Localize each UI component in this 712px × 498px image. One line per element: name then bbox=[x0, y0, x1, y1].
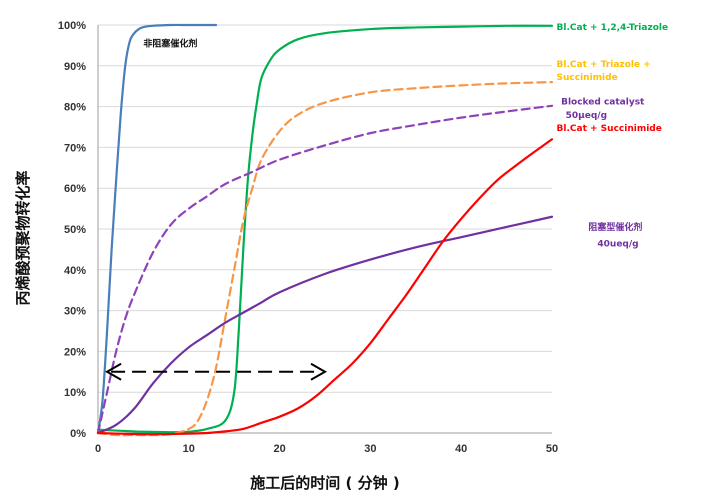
annotation-arrow bbox=[105, 362, 328, 381]
y-tick-label: 60% bbox=[64, 183, 86, 195]
y-tick-label: 0% bbox=[70, 428, 86, 440]
series-label: Bl.Cat + 1,2,4-Triazole bbox=[557, 23, 669, 33]
series-line-6 bbox=[96, 138, 554, 436]
series-label: 50μeq/g bbox=[566, 111, 607, 121]
series-label: Bl.Cat + Succinimide bbox=[557, 124, 662, 134]
y-tick-label: 70% bbox=[64, 142, 86, 154]
series-label: Bl.Cat + Triazole + bbox=[557, 60, 651, 70]
y-tick-labels: 0% 10% 20% 30% 40% 50% 60% 70% 80% 90% 100% bbox=[58, 20, 86, 440]
series-label: 阻塞型催化剂 bbox=[588, 221, 642, 233]
y-axis-title: 丙烯酸预聚物转化率 bbox=[14, 170, 32, 305]
series-label: Blocked catalyst bbox=[561, 97, 645, 107]
x-tick-label: 30 bbox=[364, 443, 376, 455]
y-tick-label: 80% bbox=[64, 102, 86, 114]
series-label: 非阻塞催化剂 bbox=[143, 37, 197, 49]
x-tick-label: 10 bbox=[183, 443, 195, 455]
x-tick-label: 50 bbox=[546, 443, 558, 455]
y-tick-label: 90% bbox=[64, 61, 86, 73]
series-lines bbox=[96, 23, 554, 437]
arrow-head-left bbox=[105, 362, 122, 381]
arrow-head-right bbox=[310, 362, 328, 381]
y-tick-label: 20% bbox=[64, 346, 86, 358]
y-tick-label: 100% bbox=[58, 20, 86, 32]
x-axis-title: 施工后的时间 ( 分钟 ) bbox=[250, 474, 399, 492]
y-tick-label: 10% bbox=[64, 387, 86, 399]
y-tick-label: 30% bbox=[64, 306, 86, 318]
series-label: Succinimide bbox=[557, 73, 618, 83]
series-label: 40ueq/g bbox=[597, 239, 638, 249]
series-line-3 bbox=[96, 81, 554, 437]
series-line-2 bbox=[96, 24, 554, 434]
y-tick-label: 40% bbox=[64, 265, 86, 277]
x-tick-label: 40 bbox=[455, 443, 467, 455]
x-tick-label: 0 bbox=[95, 443, 101, 455]
series-line-5 bbox=[96, 215, 554, 435]
series-line-4 bbox=[96, 104, 554, 435]
x-tick-labels: 0 10 20 30 40 50 bbox=[95, 443, 558, 455]
series-line-1 bbox=[96, 23, 218, 435]
series-labels: 非阻塞催化剂 Bl.Cat + 1,2,4-Triazole Bl.Cat + Tr… bbox=[143, 23, 668, 249]
x-tick-label: 20 bbox=[273, 443, 285, 455]
y-tick-label: 50% bbox=[64, 224, 86, 236]
